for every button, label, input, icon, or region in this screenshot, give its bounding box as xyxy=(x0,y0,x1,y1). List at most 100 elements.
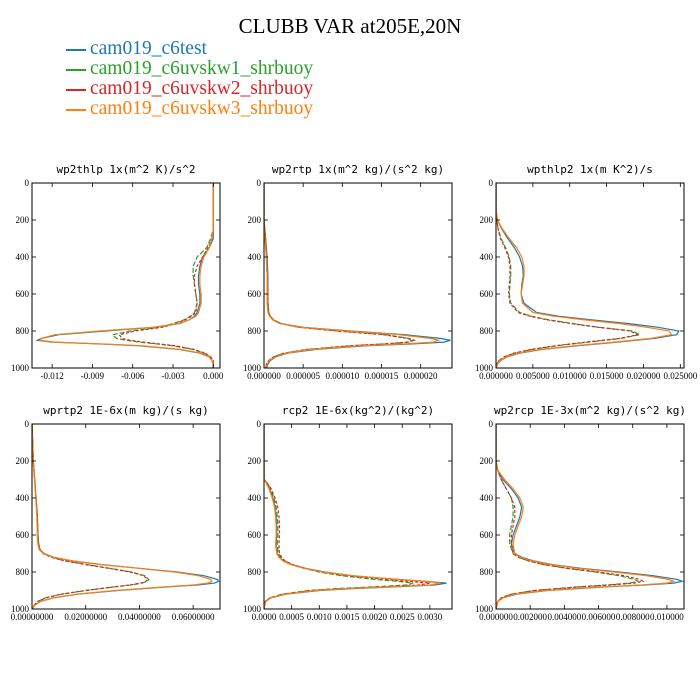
x-tick-label: 0.0005 xyxy=(279,612,304,622)
legend-label: cam019_c6uvskw2_shrbuoy xyxy=(90,78,314,99)
x-tick-label: 0.002000 xyxy=(513,612,547,622)
series-line xyxy=(32,424,213,609)
x-tick-label: 0.006000 xyxy=(582,612,616,622)
y-tick-label: 600 xyxy=(248,289,262,299)
y-tick-label: 1000 xyxy=(11,363,30,373)
y-tick-label: 400 xyxy=(248,252,262,262)
x-tick-label: 0.000015 xyxy=(365,371,399,381)
panel-title: wp2rcp 1E-3x(m^2 kg)/(s^2 kg) xyxy=(494,404,686,417)
x-tick-label: 0.0020 xyxy=(362,612,387,622)
x-tick-label: 0.025000 xyxy=(663,371,697,381)
y-tick-label: 400 xyxy=(16,493,30,503)
legend-line-swatch xyxy=(66,108,86,111)
x-tick-label: 0.04000000 xyxy=(118,612,161,622)
x-tick-label: 0.010000 xyxy=(553,371,587,381)
legend-item: cam019_c6test xyxy=(66,39,313,59)
legend-line-swatch xyxy=(66,48,86,51)
series-line xyxy=(264,183,417,368)
y-tick-label: 0 xyxy=(489,178,494,188)
y-tick-label: 1000 xyxy=(475,604,494,614)
x-tick-label: 0.020000 xyxy=(627,371,661,381)
x-tick-label: 0.000000 xyxy=(479,612,513,622)
legend-item: cam019_c6uvskw3_shrbuoy xyxy=(66,99,313,119)
y-tick-label: 200 xyxy=(16,215,30,225)
legend-line-swatch xyxy=(66,68,86,71)
y-tick-label: 0 xyxy=(257,419,262,429)
series-line xyxy=(496,183,640,368)
y-tick-label: 400 xyxy=(480,493,494,503)
y-tick-label: 200 xyxy=(248,456,262,466)
y-tick-label: 800 xyxy=(16,326,30,336)
panel-title: wp2rtp 1x(m^2 kg)/(s^2 kg) xyxy=(272,163,444,176)
series-line xyxy=(264,183,451,368)
panel-title: rcp2 1E-6x(kg^2)/(kg^2) xyxy=(282,404,434,417)
figure-title: CLUBB VAR at205E,20N xyxy=(238,14,462,38)
x-tick-label: -0.009 xyxy=(81,371,105,381)
series-line xyxy=(32,424,150,609)
y-tick-label: 200 xyxy=(480,456,494,466)
y-tick-label: 0 xyxy=(25,419,30,429)
plot-frame xyxy=(263,423,453,610)
panel-title: wpthlp2 1x(m K^2)/s xyxy=(527,163,653,176)
plot-frame xyxy=(495,423,685,610)
legend-item: cam019_c6uvskw2_shrbuoy xyxy=(66,79,313,99)
y-tick-label: 600 xyxy=(480,530,494,540)
y-tick-label: 600 xyxy=(248,530,262,540)
legend-label: cam019_c6uvskw1_shrbuoy xyxy=(90,58,314,79)
panel: wprtp2 1E-6x(m kg)/(s kg) 0 200 400 600 800 10… xyxy=(11,404,221,622)
plot-frame xyxy=(31,423,221,610)
y-tick-label: 1000 xyxy=(11,604,30,614)
panel-title: wprtp2 1E-6x(m kg)/(s kg) xyxy=(43,404,209,417)
x-tick-label: 0.0030 xyxy=(418,612,443,622)
x-tick-label: -0.006 xyxy=(121,371,145,381)
x-tick-label: -0.003 xyxy=(161,371,185,381)
panel: rcp2 1E-6x(kg^2)/(kg^2) 0 200 400 600 800 1000… xyxy=(243,404,453,622)
x-tick-label: 0.0000 xyxy=(252,612,277,622)
y-tick-label: 800 xyxy=(16,567,30,577)
x-tick-label: 0.0025 xyxy=(390,612,415,622)
plot-frame xyxy=(31,182,221,369)
x-tick-label: 0.010000 xyxy=(650,612,684,622)
x-tick-label: 0.00000000 xyxy=(11,612,54,622)
series-line xyxy=(496,424,676,609)
y-tick-label: 0 xyxy=(489,419,494,429)
x-tick-label: -0.012 xyxy=(41,371,64,381)
series-line xyxy=(38,183,214,368)
y-tick-label: 1000 xyxy=(243,363,262,373)
y-tick-label: 1000 xyxy=(243,604,262,614)
series-line xyxy=(118,183,214,368)
x-tick-label: 0.004000 xyxy=(547,612,581,622)
y-tick-label: 400 xyxy=(480,252,494,262)
x-tick-label: 0.000010 xyxy=(325,371,359,381)
y-tick-label: 600 xyxy=(16,530,30,540)
plot-frame xyxy=(263,182,453,369)
y-tick-label: 0 xyxy=(257,178,262,188)
x-tick-label: 0.0010 xyxy=(307,612,332,622)
series-line xyxy=(264,183,441,368)
y-tick-label: 200 xyxy=(248,215,262,225)
series-line xyxy=(496,183,673,368)
legend-label: cam019_c6uvskw3_shrbuoy xyxy=(90,98,314,119)
series-line xyxy=(264,424,414,609)
x-tick-label: 0.0015 xyxy=(335,612,360,622)
y-tick-label: 600 xyxy=(16,289,30,299)
series-line xyxy=(32,424,149,609)
y-tick-label: 800 xyxy=(248,326,262,336)
series-line xyxy=(496,424,645,609)
y-tick-label: 800 xyxy=(480,567,494,577)
panel-title: wp2thlp 1x(m^2 K)/s^2 xyxy=(56,163,195,176)
panel: wp2thlp 1x(m^2 K)/s^2 0 200 400 600 800 1000 -0… xyxy=(11,163,224,381)
x-tick-label: 0.06000000 xyxy=(172,612,215,622)
x-tick-label: 0.000020 xyxy=(404,371,438,381)
y-tick-label: 400 xyxy=(248,493,262,503)
y-tick-label: 200 xyxy=(480,215,494,225)
x-tick-label: 0.000000 xyxy=(247,371,281,381)
x-tick-label: 0.000 xyxy=(203,371,224,381)
x-tick-label: 0.02000000 xyxy=(64,612,107,622)
series-line xyxy=(264,424,442,609)
series-line xyxy=(264,183,415,368)
y-tick-label: 0 xyxy=(25,178,30,188)
series-line xyxy=(264,424,430,609)
x-tick-label: 0.000005 xyxy=(286,371,320,381)
plot-frame xyxy=(495,182,685,369)
